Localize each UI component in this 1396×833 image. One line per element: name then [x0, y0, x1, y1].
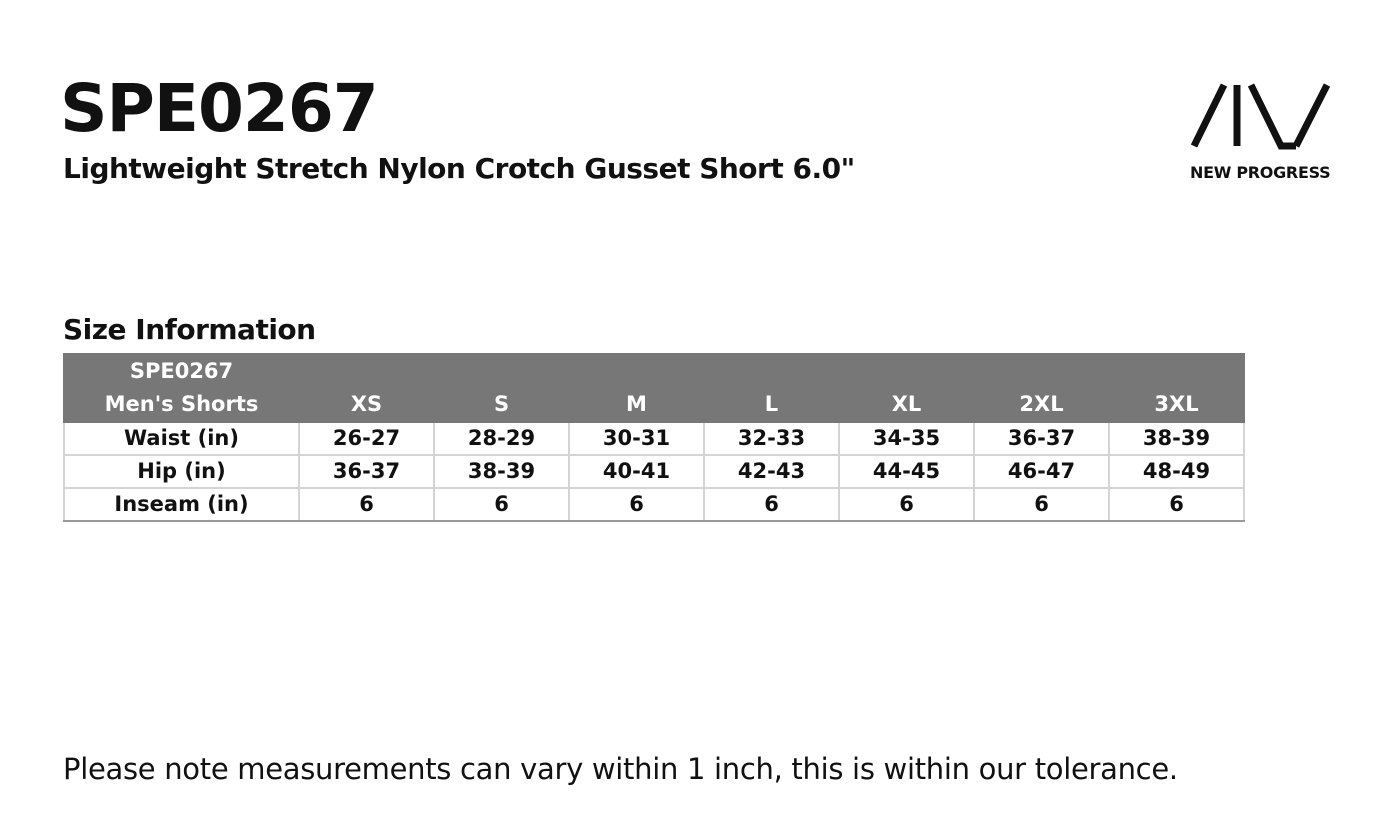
- cell: 6: [703, 487, 840, 522]
- cell: 38-39: [1108, 421, 1245, 456]
- cell: 26-27: [298, 421, 435, 456]
- corner-cell: SPE0267 Men's Shorts: [63, 353, 300, 423]
- table-row: Inseam (in) 6 6 6 6 6 6 6: [63, 487, 1245, 522]
- cell: 6: [973, 487, 1110, 522]
- column-header: 2XL: [973, 353, 1110, 423]
- cell: 6: [838, 487, 975, 522]
- cell: 38-39: [433, 454, 570, 489]
- column-header: S: [433, 353, 570, 423]
- footnote: Please note measurements can vary within…: [63, 752, 1178, 786]
- cell: 36-37: [298, 454, 435, 489]
- cell: 6: [568, 487, 705, 522]
- cell: 48-49: [1108, 454, 1245, 489]
- cell: 32-33: [703, 421, 840, 456]
- cell: 6: [433, 487, 570, 522]
- column-header: XL: [838, 353, 975, 423]
- product-code: SPE0267: [60, 70, 379, 147]
- section-title: Size Information: [63, 313, 316, 346]
- cell: 28-29: [433, 421, 570, 456]
- cell: 30-31: [568, 421, 705, 456]
- header-row: SPE0267 Men's Shorts XS S M L XL 2XL 3XL: [63, 353, 1245, 423]
- cell: 44-45: [838, 454, 975, 489]
- logo: [1190, 83, 1331, 150]
- size-table: SPE0267 Men's Shorts XS S M L XL 2XL 3XL Waist (i…: [63, 353, 1245, 522]
- cell: 40-41: [568, 454, 705, 489]
- column-header: XS: [298, 353, 435, 423]
- product-name: Lightweight Stretch Nylon Crotch Gusset …: [63, 152, 855, 185]
- cell: 36-37: [973, 421, 1110, 456]
- table-row: Hip (in) 36-37 38-39 40-41 42-43 44-45 46-47 48…: [63, 454, 1245, 489]
- cell: 34-35: [838, 421, 975, 456]
- cell: 6: [1108, 487, 1245, 522]
- column-header: M: [568, 353, 705, 423]
- corner-line: Men's Shorts: [104, 392, 259, 416]
- column-header: 3XL: [1108, 353, 1245, 423]
- cell: 46-47: [973, 454, 1110, 489]
- corner-line: SPE0267: [129, 359, 234, 383]
- row-label: Waist (in): [63, 421, 300, 456]
- row-label: Inseam (in): [63, 487, 300, 522]
- brand: NEW PROGRESS: [1190, 163, 1331, 182]
- cell: 6: [298, 487, 435, 522]
- row-label: Hip (in): [63, 454, 300, 489]
- cell: 42-43: [703, 454, 840, 489]
- table-row: Waist (in) 26-27 28-29 30-31 32-33 34-35 36-37…: [63, 421, 1245, 456]
- column-header: L: [703, 353, 840, 423]
